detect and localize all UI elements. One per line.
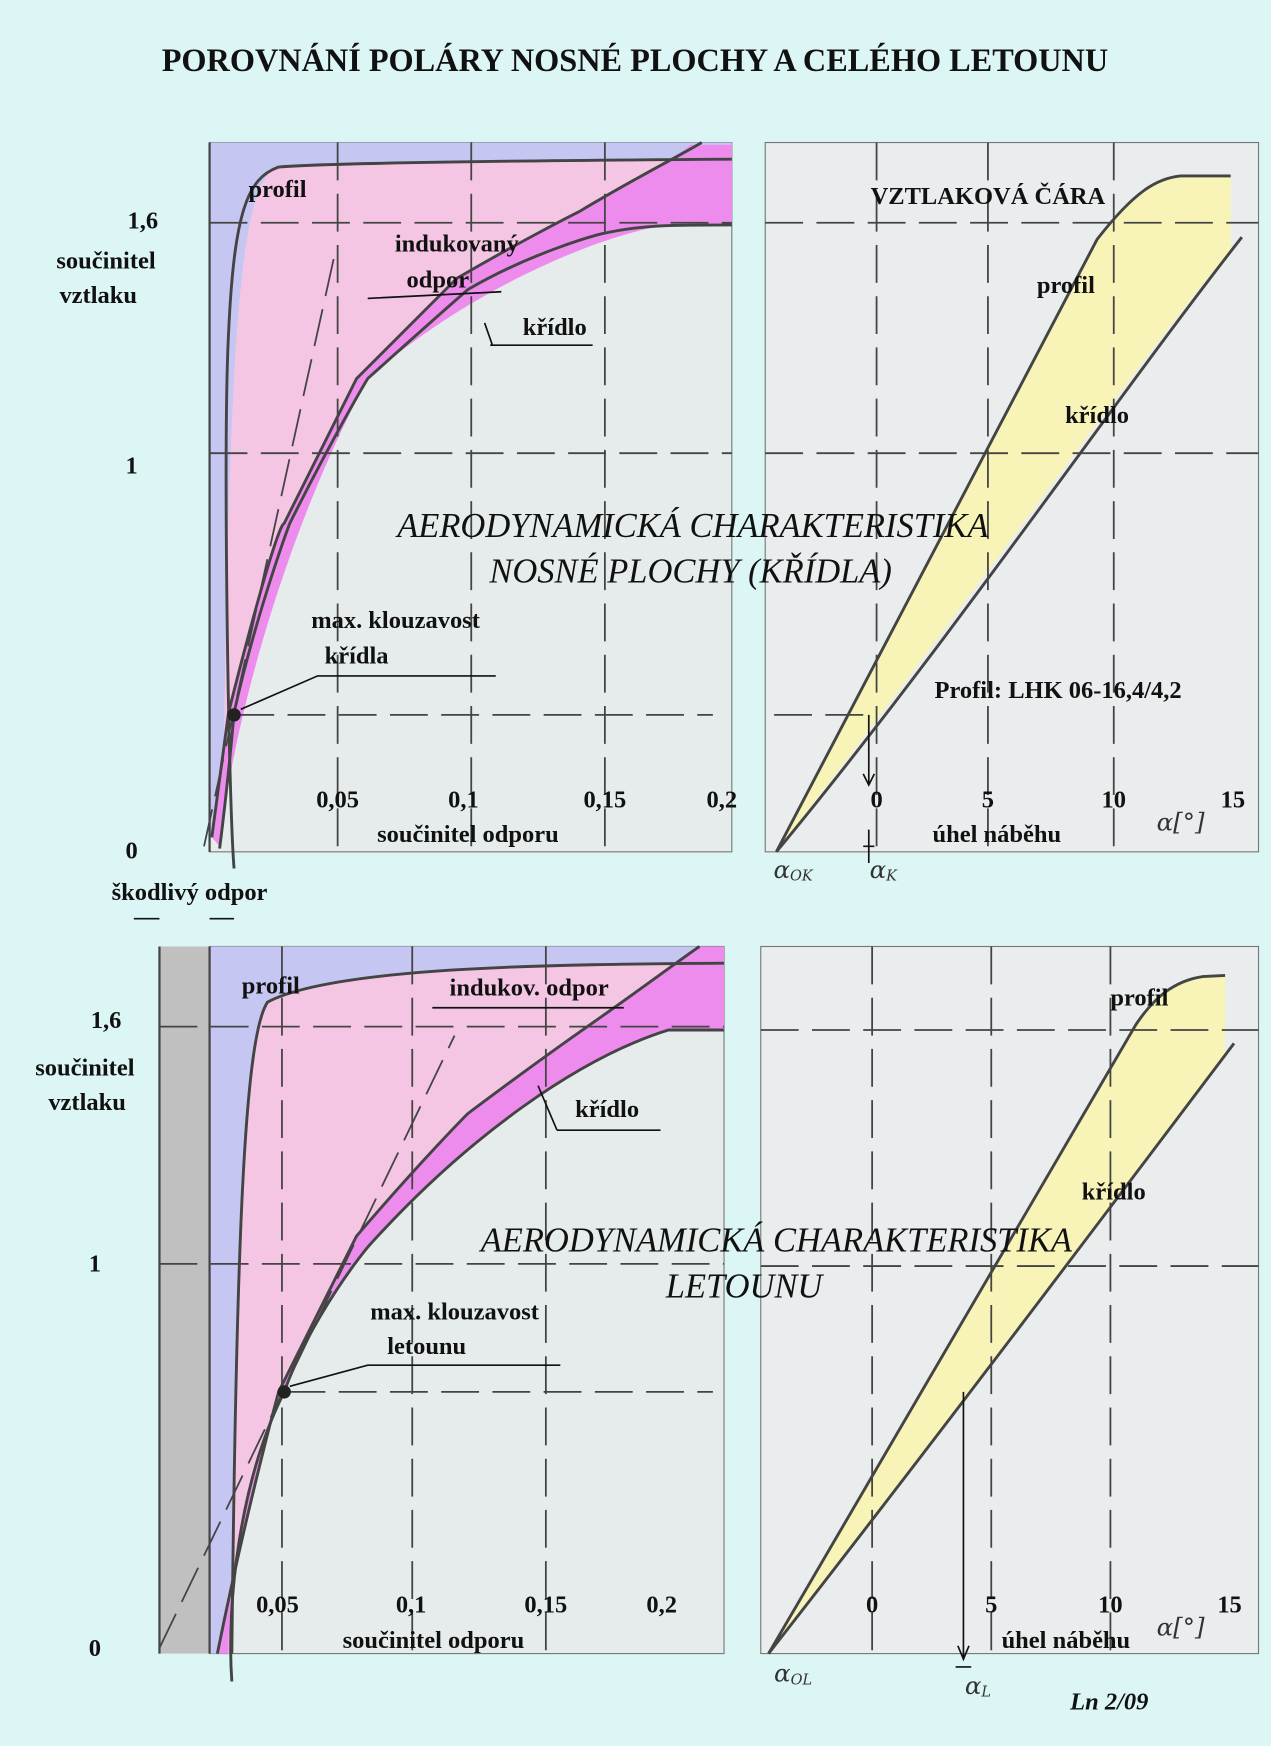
x-label: úhel náběhu bbox=[933, 821, 1062, 848]
x-tick-label: 10 bbox=[1102, 786, 1126, 813]
y-label: součinitel bbox=[35, 1055, 134, 1082]
label: odpor bbox=[407, 266, 470, 293]
x-tick-label: 10 bbox=[1098, 1591, 1122, 1618]
heading: AERODYNAMICKÁ CHARAKTERISTIKA bbox=[395, 507, 989, 545]
footer: Ln 2/09 bbox=[1069, 1688, 1148, 1715]
wing-lift: VZTLAKOVÁ ČÁRA profil křídlo Profil: LHK… bbox=[764, 141, 1260, 884]
title: POROVNÁNÍ POLÁRY NOSNÉ PLOCHY A CELÉHO L… bbox=[162, 42, 1108, 78]
y-label: vztlaku bbox=[59, 282, 137, 309]
label: indukov. odpor bbox=[450, 975, 609, 1002]
y-tick-label: 0 bbox=[126, 838, 138, 865]
x-tick-label: 0,2 bbox=[646, 1591, 677, 1618]
aircraft-lift: profil křídlo 0 5 10 15 úhel náběhu α[°]… bbox=[760, 945, 1260, 1701]
label: profil bbox=[1110, 985, 1168, 1012]
y-tick-label: 1,6 bbox=[127, 207, 158, 234]
x-tick-label: 0,05 bbox=[316, 786, 359, 813]
label: profil bbox=[1037, 272, 1095, 299]
label: Profil: LHK 06-16,4/4,2 bbox=[935, 677, 1182, 704]
label: škodlivý odpor bbox=[112, 879, 268, 906]
x-label: součinitel odporu bbox=[377, 821, 559, 848]
x-tick-label: 5 bbox=[985, 1591, 997, 1618]
label: max. klouzavost bbox=[311, 607, 481, 634]
label: letounu bbox=[387, 1333, 466, 1360]
x-tick-label: 15 bbox=[1217, 1591, 1241, 1618]
label: max. klouzavost bbox=[370, 1299, 540, 1326]
x-tick-label: 0,05 bbox=[256, 1591, 299, 1618]
aircraft-polar: profil indukov. odpor 1,6 1 0 součinitel… bbox=[35, 945, 725, 1682]
alpha-label: αOK bbox=[773, 854, 813, 884]
x-tick-label: 5 bbox=[982, 786, 994, 813]
x-tick-label: 0,15 bbox=[524, 1591, 567, 1618]
x-tick-label: 0,1 bbox=[396, 1591, 427, 1618]
y-tick-label: 1,6 bbox=[91, 1007, 122, 1034]
label: profil bbox=[242, 972, 300, 999]
subheading: NOSNÉ PLOCHY (KŘÍDLA) bbox=[488, 552, 892, 590]
label: křídla bbox=[325, 643, 389, 670]
label: křídlo bbox=[1065, 402, 1129, 429]
alpha-label: αOL bbox=[774, 1658, 812, 1688]
alpha-label: αK bbox=[870, 854, 899, 884]
label: křídlo bbox=[523, 314, 587, 341]
x-unit: α[°] bbox=[1157, 1613, 1205, 1642]
heading: VZTLAKOVÁ ČÁRA bbox=[871, 181, 1106, 210]
label: křídlo bbox=[1082, 1178, 1146, 1205]
x-tick-label: 0 bbox=[870, 786, 882, 813]
x-tick-label: 15 bbox=[1221, 786, 1245, 813]
x-unit: α[°] bbox=[1157, 808, 1205, 837]
alpha-label: αL bbox=[965, 1670, 991, 1700]
heading: AERODYNAMICKÁ CHARAKTERISTIKA bbox=[479, 1222, 1073, 1260]
x-tick-label: 0 bbox=[866, 1591, 878, 1618]
y-tick-label: 1 bbox=[126, 452, 138, 479]
label: profil bbox=[248, 176, 306, 203]
x-label: součinitel odporu bbox=[343, 1627, 525, 1654]
subheading: LETOUNU bbox=[665, 1267, 825, 1305]
x-tick-label: 0,15 bbox=[583, 786, 626, 813]
x-label: úhel náběhu bbox=[1002, 1627, 1131, 1654]
wing-polar: profil 1,6 1 0 součinitel vztlaku induko… bbox=[56, 141, 737, 920]
y-tick-label: 1 bbox=[89, 1251, 101, 1278]
label: indukovaný bbox=[395, 231, 519, 258]
y-tick-label: 0 bbox=[89, 1635, 101, 1662]
y-label: součinitel bbox=[56, 247, 155, 274]
x-tick-label: 0,2 bbox=[706, 786, 737, 813]
label: křídlo bbox=[575, 1096, 639, 1123]
x-tick-label: 0,1 bbox=[448, 786, 479, 813]
y-label: vztlaku bbox=[48, 1089, 126, 1116]
